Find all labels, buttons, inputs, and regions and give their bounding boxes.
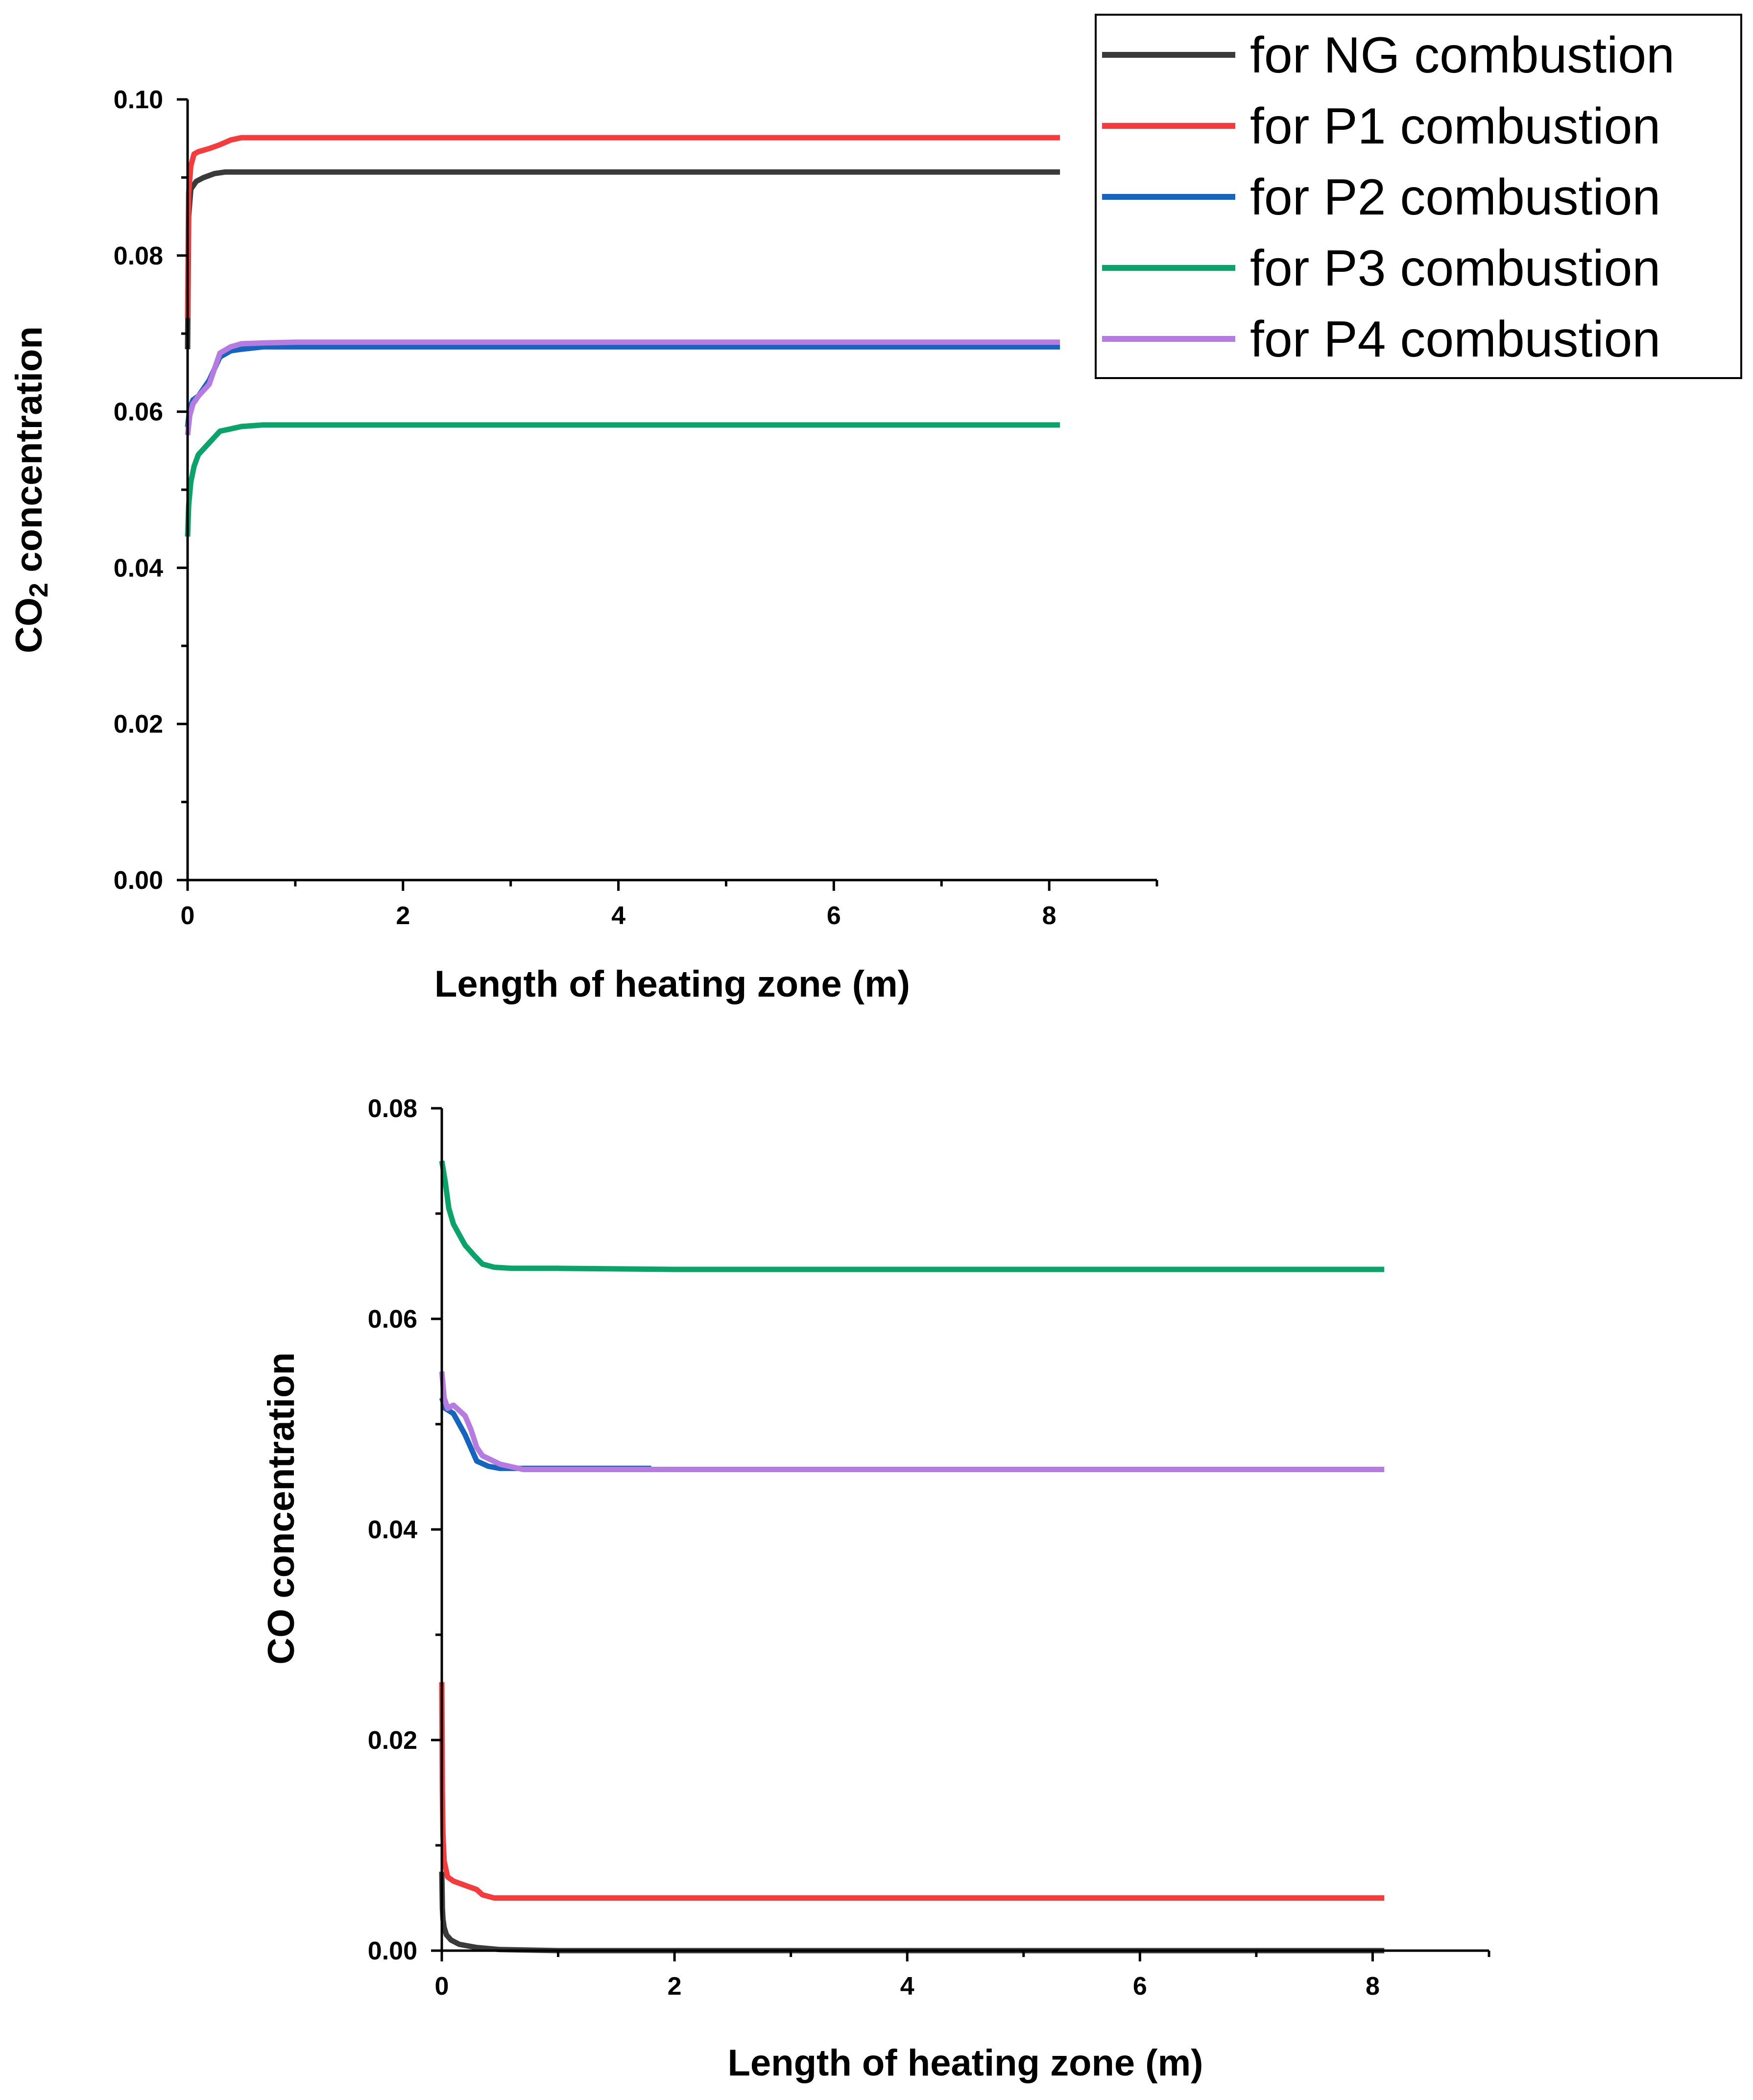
co2-axes — [186, 99, 1157, 882]
co-axes — [440, 1108, 1489, 1952]
co-x-tick-label: 6 — [1133, 1972, 1147, 2001]
co-series-p3 — [439, 1160, 1385, 1272]
co-y-tick-label: 0.04 — [368, 1516, 417, 1544]
co2-y-axis-title: CO2 concentration — [8, 326, 53, 653]
co2-x-tick-label: 4 — [611, 902, 625, 930]
co2-y-tick-label: 0.00 — [114, 866, 163, 895]
co-x-axis-title: Length of heating zone (m) — [727, 2042, 1203, 2084]
co-series-p1 — [439, 1682, 1385, 1901]
co-ticks: 0 2 4 6 8 0.00 0.02 0.04 0.06 0.08 — [368, 1095, 1490, 2001]
legend-label-p4: for P4 combustion — [1250, 311, 1660, 368]
co2-chart: 0 2 4 6 8 0.00 0.02 0.04 0.06 0.08 0.10 Length of … — [8, 86, 1158, 1005]
co2-y-axis-title-subscript: 2 — [24, 583, 53, 597]
co2-x-axis-title: Length of heating zone (m) — [434, 963, 910, 1005]
co2-x-tick-label: 6 — [827, 902, 841, 930]
co-x-tick-label: 8 — [1366, 1972, 1380, 2001]
co-series-layer — [439, 1160, 1385, 1954]
co-series-ng — [439, 1871, 1385, 1954]
legend-label-ng: for NG combustion — [1250, 27, 1675, 84]
co-chart: 0 2 4 6 8 0.00 0.02 0.04 0.06 0.08 Length of heat… — [261, 1095, 1490, 2084]
co2-x-tick-label: 2 — [396, 902, 410, 930]
co2-series-p4 — [185, 339, 1060, 436]
co2-y-axis-title-main: CO — [8, 597, 50, 653]
co2-series-layer — [185, 135, 1060, 537]
legend: for NG combustion for P1 combustion for P2… — [1095, 14, 1742, 379]
co2-y-tick-label: 0.08 — [114, 242, 163, 270]
co2-series-p3 — [185, 422, 1060, 537]
co-y-axis-title: CO concentration — [261, 1352, 302, 1665]
co-x-tick-label: 2 — [668, 1972, 682, 2001]
legend-label-p1: for P1 combustion — [1250, 98, 1660, 155]
co-x-tick-label: 4 — [900, 1972, 914, 2001]
co2-y-tick-label: 0.10 — [114, 86, 163, 114]
co-series-p4 — [439, 1371, 1385, 1472]
co-x-tick-label: 0 — [435, 1972, 449, 2001]
co2-y-tick-label: 0.04 — [114, 554, 163, 582]
co-y-tick-label: 0.08 — [368, 1095, 417, 1123]
co2-series-p1 — [185, 135, 1060, 318]
co2-y-axis-title-rest: concentration — [8, 326, 50, 583]
co2-x-tick-label: 0 — [181, 902, 195, 930]
co-y-tick-label: 0.02 — [368, 1726, 417, 1755]
co2-ticks: 0 2 4 6 8 0.00 0.02 0.04 0.06 0.08 0.10 — [114, 86, 1158, 930]
co2-x-tick-label: 8 — [1042, 902, 1057, 930]
legend-label-p3: for P3 combustion — [1250, 240, 1660, 297]
legend-label-p2: for P2 combustion — [1250, 169, 1660, 226]
co2-series-ng — [185, 169, 1060, 350]
co-y-tick-label: 0.06 — [368, 1305, 417, 1334]
co-y-axis-title-main: CO concentration — [261, 1352, 302, 1665]
co2-series-p2 — [185, 344, 1060, 428]
co2-y-tick-label: 0.06 — [114, 398, 163, 427]
co-y-tick-label: 0.00 — [368, 1937, 417, 1965]
co2-y-tick-label: 0.02 — [114, 710, 163, 739]
